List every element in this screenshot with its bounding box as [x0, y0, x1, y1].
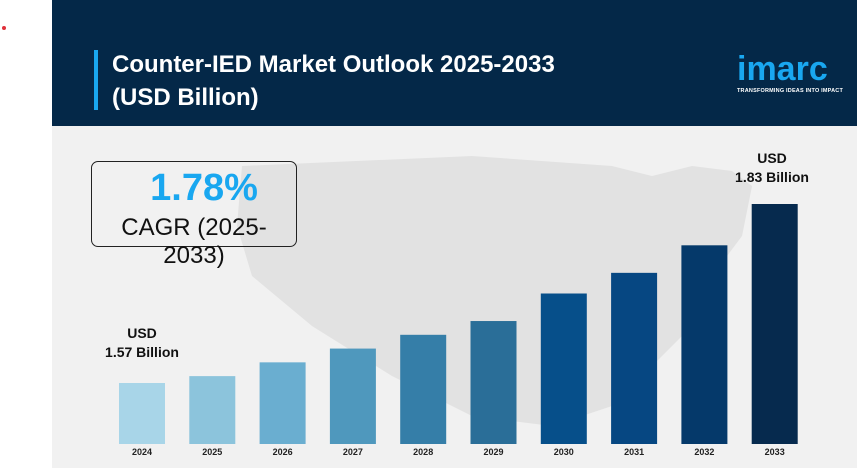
x-tick-label: 2024 — [132, 447, 152, 457]
x-tick-label: 2030 — [554, 447, 574, 457]
logo-word: imarc — [737, 50, 828, 88]
bar-2031 — [611, 272, 658, 444]
start-label-line2: 1.57 Billion — [105, 344, 179, 360]
x-tick-label: 2025 — [202, 447, 222, 457]
cagr-value: 1.78% — [150, 167, 258, 209]
bar-2024 — [119, 383, 165, 444]
cagr-label: CAGR (2025-2033) — [121, 214, 267, 269]
logo-tagline: TRANSFORMING IDEAS INTO IMPACT — [737, 88, 844, 94]
x-tick-label: 2028 — [413, 447, 433, 457]
header-banner — [52, 0, 857, 126]
page-title: Counter-IED Market Outlook 2025-2033 (US… — [112, 48, 555, 114]
bar-2026 — [259, 362, 306, 444]
bar-2033 — [751, 204, 798, 444]
end-value-label: USD 1.83 Billion — [712, 149, 832, 187]
bar-2027 — [329, 348, 376, 444]
title-accent-bar — [94, 50, 98, 110]
x-tick-label: 2031 — [624, 447, 644, 457]
end-label-line2: 1.83 Billion — [735, 169, 809, 185]
title-line-2: (USD Billion) — [112, 84, 259, 111]
end-label-line1: USD — [757, 150, 787, 166]
red-dot — [2, 26, 6, 30]
x-tick-label: 2032 — [694, 447, 714, 457]
bar-2032 — [681, 245, 728, 444]
x-tick-label: 2033 — [765, 447, 785, 457]
x-tick-label: 2027 — [343, 447, 363, 457]
start-label-line1: USD — [127, 325, 157, 341]
x-tick-label: 2026 — [273, 447, 293, 457]
bar-2029 — [470, 321, 517, 444]
start-value-label: USD 1.57 Billion — [82, 324, 202, 362]
cagr-box: 1.78% CAGR (2025-2033) — [91, 161, 297, 269]
imarc-logo: imarc TRANSFORMING IDEAS INTO IMPACT — [737, 52, 847, 94]
title-line-1: Counter-IED Market Outlook 2025-2033 — [112, 51, 555, 78]
bar-2028 — [400, 334, 447, 444]
bar-2030 — [540, 293, 587, 444]
bar-2025 — [189, 376, 236, 444]
x-tick-label: 2029 — [483, 447, 503, 457]
